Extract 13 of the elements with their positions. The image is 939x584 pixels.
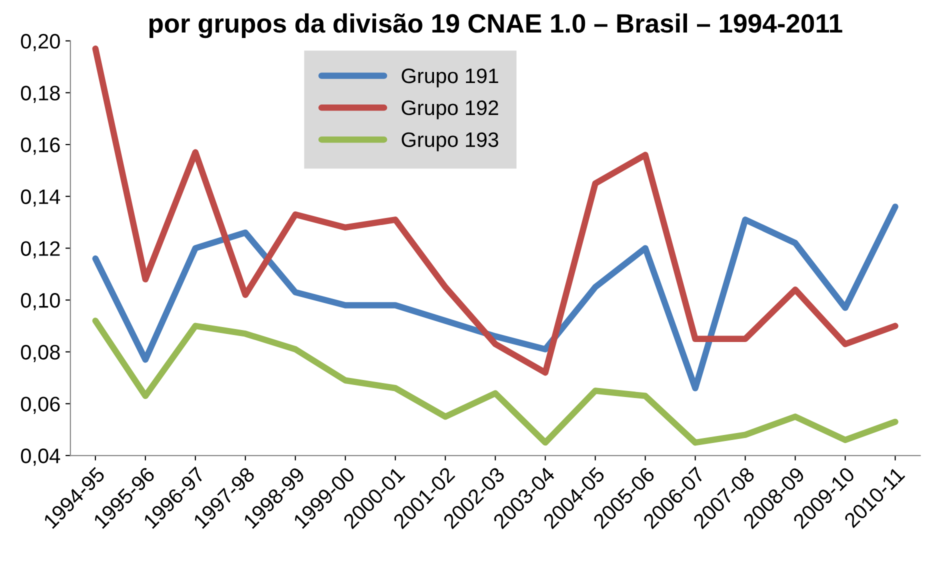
- y-tick-label: 0,16: [20, 138, 60, 155]
- y-tick-label: 0,12: [20, 241, 60, 258]
- chart-title: por grupos da divisão 19 CNAE 1.0 – Brasil – 1994-2011: [149, 13, 842, 38]
- legend-label: Grupo 191: [402, 68, 498, 88]
- y-tick-label: 0,08: [20, 344, 60, 362]
- y-tick-label: 0,04: [20, 448, 60, 466]
- y-tick-label: 0,06: [20, 396, 60, 414]
- legend-label: Grupo 192: [402, 100, 498, 120]
- y-tick-label: 0,10: [20, 293, 60, 310]
- y-tick-label: 0,14: [20, 189, 60, 207]
- y-tick-label: 0,18: [20, 86, 60, 103]
- y-tick-label: 0,20: [20, 34, 60, 52]
- legend-label: Grupo 193: [402, 132, 498, 152]
